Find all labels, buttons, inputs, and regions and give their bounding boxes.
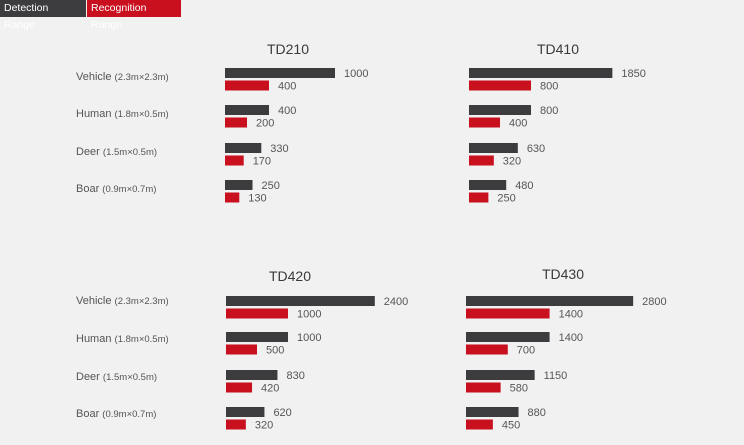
recognition-bar [466,419,493,430]
category-label: Vehicle (2.3m×2.3m) [76,295,169,307]
detection-bar [469,143,518,153]
detection-value-label: 250 [262,180,280,192]
recognition-bar [225,155,244,166]
detection-value-label: 480 [515,180,533,192]
recognition-bar [469,155,494,166]
recognition-value-label: 1400 [559,309,583,321]
chart-title: TD420 [269,268,311,284]
recognition-value-label: 250 [497,193,515,205]
recognition-value-label: 1000 [297,309,321,321]
recognition-value-label: 170 [253,156,271,168]
detection-value-label: 800 [540,105,558,117]
detection-bar [469,105,531,115]
detection-value-label: 1000 [297,332,321,344]
detection-value-label: 630 [527,143,545,155]
detection-bar [466,407,519,417]
category-label: Boar (0.9m×0.7m) [76,408,156,420]
chart-title: TD210 [267,41,309,57]
detection-bar [469,180,507,190]
recognition-bar [226,419,246,430]
recognition-bar [226,308,288,319]
category-label: Boar (0.9m×0.7m) [76,183,156,195]
recognition-bar [226,344,257,355]
category-label: Human (1.8m×0.5m) [76,333,169,345]
recognition-bar [226,382,253,393]
recognition-bar [469,192,489,203]
detection-bar [226,370,278,380]
detection-bar [466,332,550,342]
recognition-value-label: 320 [503,156,521,168]
recognition-bar [469,117,500,128]
legend-detection-range[interactable]: Detection Range [0,0,86,31]
recognition-value-label: 200 [256,118,274,130]
detection-bar [466,370,535,380]
detection-bar [225,143,262,153]
recognition-value-label: 450 [502,420,520,432]
category-label: Deer (1.5m×0.5m) [76,146,157,158]
recognition-bar [225,80,269,91]
detection-value-label: 330 [270,143,288,155]
detection-bar [469,68,613,78]
recognition-value-label: 130 [248,193,266,205]
recognition-value-label: 700 [517,345,535,357]
recognition-bar [469,80,531,91]
detection-value-label: 1400 [559,332,583,344]
recognition-value-label: 320 [255,420,273,432]
detection-bar [225,68,335,78]
recognition-value-label: 580 [510,383,528,395]
recognition-value-label: 500 [266,345,284,357]
category-label: Human (1.8m×0.5m) [76,108,169,120]
legend-recognition-range[interactable]: Recognition Range [87,0,181,31]
recognition-bar [225,117,247,128]
detection-value-label: 830 [286,370,304,382]
detection-value-label: 880 [528,407,546,419]
detection-bar [225,105,269,115]
recognition-bar [466,382,501,393]
chart-title: TD430 [542,266,584,282]
detection-value-label: 1000 [344,68,368,80]
recognition-value-label: 420 [261,383,279,395]
detection-bar [226,332,288,342]
detection-value-label: 1850 [621,68,645,80]
detection-value-label: 400 [278,105,296,117]
recognition-value-label: 800 [540,81,558,93]
category-label: Deer (1.5m×0.5m) [76,371,157,383]
detection-bar [225,180,253,190]
legend: Detection Range Recognition Range [0,0,181,31]
category-label: Vehicle (2.3m×2.3m) [76,71,169,83]
chart-title: TD410 [537,41,579,57]
detection-bar [226,296,375,306]
detection-value-label: 2800 [642,296,666,308]
recognition-bar [466,308,550,319]
recognition-bar [225,192,240,203]
detection-bar [466,296,634,306]
recognition-value-label: 400 [278,81,296,93]
detection-value-label: 2400 [384,296,408,308]
detection-value-label: 620 [273,407,291,419]
detection-bar [226,407,265,417]
detection-value-label: 1150 [544,370,568,382]
recognition-value-label: 400 [509,118,527,130]
recognition-bar [466,344,508,355]
